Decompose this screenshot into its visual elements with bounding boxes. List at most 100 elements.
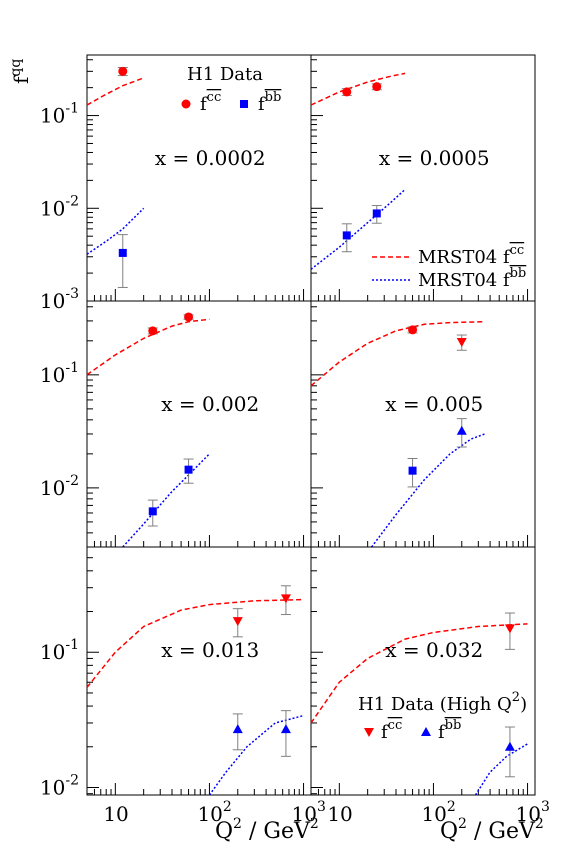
panel-label: x = 0.013 — [161, 638, 259, 662]
legend-h1-bb-label: fbb — [258, 90, 281, 115]
panel-4: x = 0.005 — [310, 300, 536, 548]
mrst-cc-curve — [86, 598, 304, 688]
x-tick-label-3-base: 10 — [292, 802, 317, 826]
cc-point-2 — [280, 594, 291, 604]
x-tick-label-3-base: 10 — [516, 802, 541, 826]
y-tick-label-2: 10-2 — [40, 772, 79, 799]
legend-h1-title: H1 Data — [187, 64, 263, 85]
x-tick-label-2-base: 10 — [421, 802, 446, 826]
y-tick-label-1-base: 10 — [40, 104, 65, 128]
legend-h1-cc-marker — [181, 99, 191, 109]
x-axis-label-1: Q2 / GeV2 — [215, 816, 319, 844]
panel-3: 10-110-2x = 0.002 — [40, 300, 312, 548]
legend-high-cc-label: fcc — [381, 718, 402, 743]
mrst-cc-curve — [310, 72, 406, 106]
y-tick-label-1-exp: -1 — [65, 637, 79, 653]
bb-point-2 — [184, 465, 193, 474]
y-tick-label-2: 10-2 — [40, 193, 79, 220]
cc-point-1 — [504, 624, 515, 634]
y-tick-label-2-base: 10 — [40, 476, 65, 500]
bb-point-2 — [372, 209, 381, 218]
legend-high-bb-marker — [421, 727, 431, 736]
legend-high-title: H1 Data (High Q2) — [358, 690, 527, 715]
cc-point-2 — [456, 338, 467, 348]
bb-point-2 — [456, 425, 467, 435]
x-tick-label-2-exp: 2 — [223, 799, 232, 815]
mrst-bb-curve — [310, 188, 406, 270]
panel-label: x = 0.002 — [161, 392, 259, 416]
x-tick-label-2: 102 — [197, 799, 231, 826]
panel-frame — [310, 546, 536, 796]
x-tick-label-1-base: 10 — [103, 802, 128, 826]
mrst-cc-curve — [310, 320, 485, 387]
mrst-cc-curve — [86, 77, 144, 106]
panel-frame — [310, 300, 536, 548]
panel-1: 10-110-210-3x = 0.0002 — [40, 54, 312, 313]
mrst-bb-curve — [208, 714, 304, 796]
y-axis-label: fqq — [8, 59, 33, 84]
bb-point-2 — [280, 724, 291, 734]
x-tick-label-3-exp: 3 — [317, 799, 326, 815]
bb-point-1 — [148, 507, 157, 516]
cc-point-2 — [184, 312, 194, 322]
bb-point-1 — [504, 741, 515, 751]
y-tick-label-2-base: 10 — [40, 196, 65, 220]
mrst-bb-curve — [86, 207, 145, 255]
x-tick-label-3: 103 — [292, 799, 326, 826]
y-axis-label-sup: qq — [8, 59, 24, 77]
cc-point-1 — [118, 66, 128, 76]
y-tick-label-2: 10-2 — [40, 473, 79, 500]
y-axis-label-base: f — [9, 75, 33, 84]
panel-2: x = 0.0005 — [310, 54, 536, 302]
legend-high-cc-marker — [364, 728, 374, 737]
mrst-bb-curve — [122, 453, 210, 548]
bb-point-1 — [342, 231, 351, 240]
legend-mrst-bb-label: MRST04 fbb — [418, 266, 526, 291]
mrst-bb-curve — [371, 433, 485, 548]
legend-mrst-cc-label: MRST04 fcc — [418, 243, 524, 268]
bb-point-1 — [232, 724, 243, 734]
legend-h1-bb-marker — [240, 100, 248, 108]
x-tick-label-1: 10 — [103, 802, 128, 826]
legend-h1: H1 Data fcc fbb — [181, 64, 281, 115]
legend-high-q2: H1 Data (High Q2) fcc fbb — [358, 690, 527, 743]
x-tick-label-3-exp: 3 — [541, 799, 550, 815]
y-tick-label-1-exp: -1 — [65, 360, 79, 376]
y-axis-label-text: fqq — [8, 59, 33, 84]
panels: 10-110-210-3x = 0.0002 x = 0.000510-110-2… — [40, 54, 550, 844]
y-tick-label-2-exp: -2 — [65, 193, 79, 209]
mrst-cc-curve — [86, 318, 210, 376]
panel-label: x = 0.005 — [385, 392, 483, 416]
y-tick-label-2-exp: -2 — [65, 473, 79, 489]
y-tick-label-1: 10-1 — [40, 360, 79, 387]
x-tick-label-2-exp: 2 — [447, 799, 456, 815]
panel-frame — [86, 300, 312, 548]
panel-label: x = 0.032 — [385, 638, 483, 662]
y-tick-label-1-exp: -1 — [65, 101, 79, 117]
y-tick-label-1-base: 10 — [40, 363, 65, 387]
y-tick-label-1: 10-1 — [40, 101, 79, 128]
y-tick-label-3-base: 10 — [40, 289, 65, 313]
x-tick-label-2-base: 10 — [197, 802, 222, 826]
mrst-bb-curve — [474, 743, 528, 796]
x-tick-label-2: 102 — [421, 799, 455, 826]
cc-point-1 — [408, 325, 418, 335]
panel-label: x = 0.0002 — [155, 146, 266, 170]
y-tick-label-2-base: 10 — [40, 775, 65, 799]
cc-point-1 — [342, 87, 352, 97]
panel-frame — [86, 546, 312, 796]
mrst-cc-curve — [310, 623, 528, 724]
y-tick-label-2-exp: -2 — [65, 772, 79, 788]
x-tick-label-1: 10 — [327, 802, 352, 826]
cc-point-1 — [232, 617, 243, 627]
y-tick-label-1-base: 10 — [40, 640, 65, 664]
cc-point-1 — [148, 326, 158, 336]
bb-point-1 — [408, 466, 417, 475]
y-tick-label-3: 10-3 — [40, 286, 79, 313]
legend-h1-cc-label: fcc — [200, 90, 221, 115]
y-tick-label-1: 10-1 — [40, 637, 79, 664]
